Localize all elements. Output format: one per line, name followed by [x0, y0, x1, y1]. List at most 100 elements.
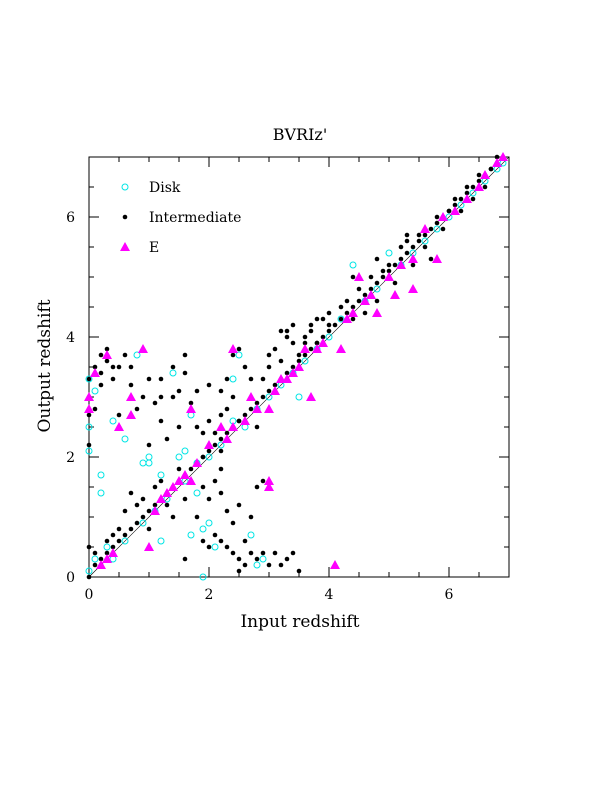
data-point — [272, 550, 278, 556]
data-point — [230, 520, 236, 526]
data-point — [272, 382, 278, 388]
data-point — [138, 344, 148, 353]
data-point — [284, 556, 290, 562]
data-point — [86, 376, 92, 382]
data-point — [212, 430, 218, 436]
data-point — [126, 392, 136, 401]
data-point — [294, 362, 304, 371]
data-point — [116, 538, 122, 544]
data-point — [308, 346, 314, 352]
data-point — [212, 442, 218, 448]
data-point — [158, 394, 164, 400]
data-point — [440, 226, 446, 232]
data-point — [164, 436, 170, 442]
data-point — [337, 315, 345, 323]
data-point — [432, 254, 442, 263]
data-point — [282, 374, 292, 383]
data-point — [192, 458, 202, 467]
data-point — [152, 484, 158, 490]
data-point — [284, 328, 290, 334]
data-point — [98, 370, 104, 376]
data-point — [116, 526, 122, 532]
data-point — [85, 375, 93, 383]
data-point — [386, 268, 392, 274]
data-point — [200, 484, 206, 490]
data-point — [350, 316, 356, 322]
data-point — [398, 244, 404, 250]
data-point — [205, 519, 213, 527]
data-point — [104, 346, 110, 352]
data-point — [236, 346, 242, 352]
data-point — [144, 542, 154, 551]
data-point — [470, 184, 476, 190]
data-point — [218, 490, 224, 496]
data-point — [265, 393, 273, 401]
data-point — [174, 476, 184, 485]
data-point — [162, 488, 172, 497]
data-point — [270, 386, 280, 395]
data-point — [114, 422, 124, 431]
data-point — [264, 476, 274, 485]
legend-entry-intermediate: Intermediate — [122, 210, 241, 226]
data-point — [366, 290, 376, 299]
data-point — [476, 178, 482, 184]
data-point — [206, 382, 212, 388]
data-point — [122, 508, 128, 514]
data-point — [146, 442, 152, 448]
data-point — [422, 232, 428, 238]
data-point — [385, 249, 393, 257]
x-tick-label: 2 — [205, 587, 214, 603]
data-point — [428, 226, 434, 232]
data-point — [186, 476, 196, 485]
data-point — [374, 256, 380, 262]
data-point — [420, 224, 430, 233]
data-point — [200, 538, 206, 544]
data-point — [139, 519, 147, 527]
data-point — [188, 400, 194, 406]
chart-title: BVRIz' — [273, 125, 328, 144]
legend-entry-e: E — [120, 240, 159, 256]
data-point — [272, 346, 278, 352]
data-point — [318, 338, 328, 347]
data-point — [176, 424, 182, 430]
data-point — [110, 544, 116, 550]
data-point — [180, 470, 190, 479]
data-point — [290, 364, 296, 370]
data-point — [302, 352, 308, 358]
data-point — [374, 280, 380, 286]
data-point — [248, 550, 254, 556]
data-point — [266, 352, 272, 358]
data-point — [296, 358, 302, 364]
data-point — [91, 387, 99, 395]
data-point — [480, 170, 490, 179]
x-tick-label: 6 — [445, 587, 454, 603]
data-point — [108, 548, 118, 557]
axis-ticks — [88, 156, 510, 578]
data-point — [445, 213, 453, 221]
data-point — [170, 364, 176, 370]
data-point — [252, 404, 262, 413]
data-point — [116, 364, 122, 370]
data-point — [349, 261, 357, 269]
data-point — [134, 520, 140, 526]
data-point — [218, 436, 224, 442]
data-point — [284, 334, 290, 340]
data-point — [434, 214, 440, 220]
data-point — [206, 544, 212, 550]
data-point — [211, 543, 219, 551]
data-point — [469, 189, 477, 197]
data-point — [404, 250, 410, 256]
data-point — [248, 514, 254, 520]
y-tick-label: 0 — [66, 570, 75, 586]
data-point — [224, 376, 230, 382]
data-point — [206, 418, 212, 424]
data-point — [260, 376, 266, 382]
data-point — [422, 244, 428, 250]
data-point — [134, 406, 140, 412]
data-point — [200, 454, 206, 460]
data-point — [236, 556, 242, 562]
data-point — [260, 550, 266, 556]
data-point — [230, 394, 236, 400]
data-point — [308, 322, 314, 328]
